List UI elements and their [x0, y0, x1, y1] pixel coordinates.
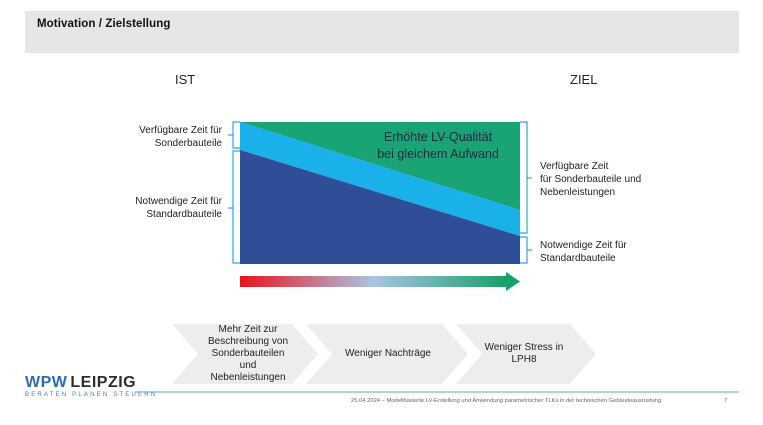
ziel-label: ZIEL — [570, 72, 598, 87]
light-blue-band — [240, 122, 520, 236]
logo-tagline: BERATEN PLANEN STEUERN — [25, 392, 158, 398]
quality-text-line-1: Erhöhte LV-Qualität — [384, 130, 493, 144]
left-bottom-line-2: Standardbauteile — [146, 209, 222, 220]
right-top-line-3: Nebenleistungen — [540, 187, 616, 198]
chevron-1-line-4: und — [239, 360, 257, 371]
right-bottom-line-1: Notwendige Zeit für — [540, 240, 627, 251]
chevron-2-line-1: Weniger Nachträge — [345, 348, 431, 359]
chevron-3-line-2: LPH8 — [511, 354, 537, 365]
chevron-3-text: Weniger Stress in LPH8 — [478, 324, 570, 384]
header-bar: Motivation / Zielstellung — [25, 11, 739, 53]
right-bottom-line-2: Standardbauteile — [540, 253, 616, 264]
left-label-required-time: Notwendige Zeit für Standardbauteile — [100, 195, 222, 221]
company-logo: WPW LEIPZIG BERATEN PLANEN STEUERN — [25, 374, 157, 398]
chevron-1-line-1: Mehr Zeit zur — [218, 324, 278, 335]
left-top-line-1: Verfügbare Zeit für — [139, 125, 222, 136]
progress-arrow-head — [506, 272, 520, 291]
logo-wpw: WPW — [25, 374, 68, 391]
page-number: 7 — [724, 398, 728, 404]
left-top-line-2: Sonderbauteile — [154, 138, 222, 149]
right-label-required-time: Notwendige Zeit für Standardbauteile — [540, 239, 680, 265]
chevron-1-line-3: Sonderbauteilen — [211, 348, 285, 359]
right-bottom-bracket — [520, 236, 528, 264]
left-top-bracket — [232, 121, 240, 149]
left-bottom-line-1: Notwendige Zeit für — [135, 196, 222, 207]
chevron-1 — [172, 324, 318, 384]
right-top-line-2: für Sonderbauteile und — [540, 174, 642, 185]
chevron-3-line-1: Weniger Stress in — [484, 342, 564, 353]
logo-leipzig: LEIPZIG — [70, 374, 137, 391]
dark-blue-region — [240, 150, 520, 264]
right-top-line-1: Verfügbare Zeit — [540, 161, 609, 172]
ist-label: IST — [175, 72, 196, 87]
chevron-3 — [456, 324, 596, 384]
left-bottom-bracket — [232, 150, 240, 264]
left-label-available-time: Verfügbare Zeit für Sonderbauteile — [100, 124, 222, 150]
right-label-available-time: Verfügbare Zeit für Sonderbauteile und N… — [540, 160, 680, 199]
chevron-1-line-2: Beschreibung von — [207, 336, 289, 347]
chevron-1-text: Mehr Zeit zur Beschreibung von Sonderbau… — [200, 324, 296, 384]
chevron-2 — [306, 324, 468, 384]
chevron-1-line-5: Nebenleistungen — [210, 372, 286, 383]
chevron-2-text: Weniger Nachträge — [332, 324, 444, 384]
right-top-bracket — [520, 121, 528, 234]
page-title: Motivation / Zielstellung — [37, 18, 171, 30]
footer-text: 25.04.2024 – Modellbasierte LV-Erstellun… — [351, 398, 662, 404]
progress-arrow-shaft — [240, 276, 506, 287]
quality-text-line-2: bei gleichem Aufwand — [377, 147, 499, 161]
